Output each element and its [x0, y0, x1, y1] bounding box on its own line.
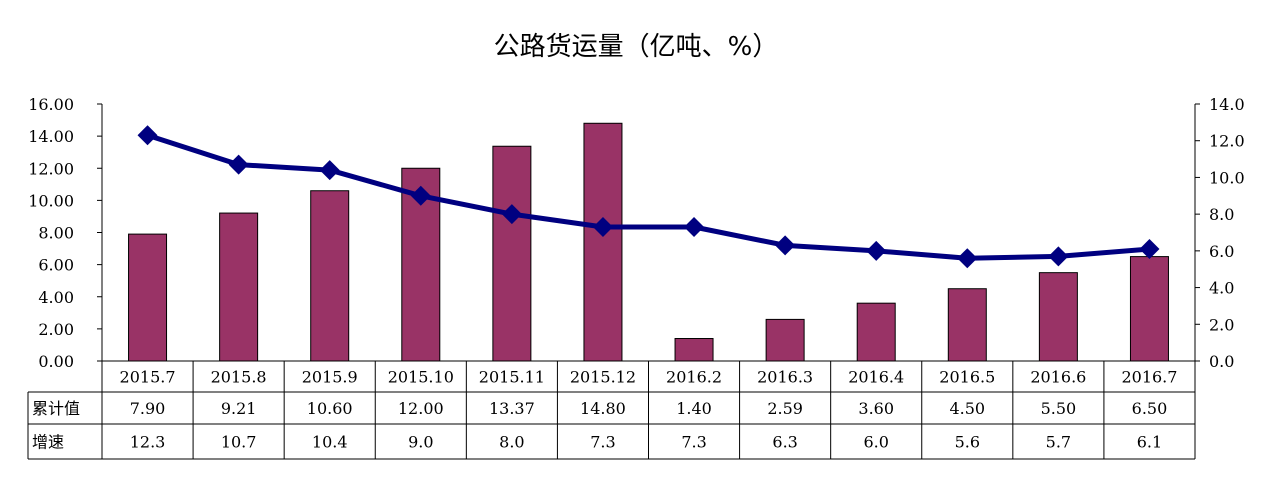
left-tick-label: 0.00 — [38, 352, 74, 371]
right-tick-label: 4.0 — [1209, 279, 1234, 298]
category-label: 2015.9 — [302, 368, 358, 387]
chart-title: 公路货运量（亿吨、%） — [493, 32, 779, 62]
right-tick-label: 6.0 — [1209, 242, 1234, 261]
right-tick-label: 8.0 — [1209, 205, 1234, 224]
data-label: 10.4 — [312, 433, 348, 452]
growth-marker-2015.7 — [137, 125, 158, 146]
right-tick-label: 10.0 — [1209, 168, 1245, 187]
category-label: 2015.7 — [120, 368, 176, 387]
category-label: 2016.6 — [1030, 368, 1086, 387]
right-tick-label: 14.0 — [1209, 95, 1245, 114]
growth-marker-2016.3 — [775, 235, 796, 256]
growth-marker-2015.10 — [410, 185, 431, 206]
bar-2016.5 — [947, 288, 987, 362]
data-label: 14.80 — [580, 399, 626, 418]
growth-marker-2015.12 — [592, 216, 613, 237]
left-tick-label: 8.00 — [38, 224, 74, 243]
bar-2015.7 — [128, 233, 168, 362]
data-label: 7.3 — [590, 433, 615, 452]
left-tick-label: 4.00 — [38, 288, 74, 307]
growth-marker-2015.11 — [501, 204, 522, 225]
right-tick-label: 2.0 — [1209, 315, 1234, 334]
data-label: 12.3 — [130, 433, 166, 452]
data-label: 2.59 — [767, 399, 803, 418]
left-tick-label: 14.00 — [28, 127, 74, 146]
data-label: 4.50 — [949, 399, 985, 418]
growth-marker-2015.8 — [228, 154, 249, 175]
bar-2015.9 — [310, 190, 350, 362]
category-label: 2015.8 — [211, 368, 267, 387]
left-tick-label: 12.00 — [28, 159, 74, 178]
bar-2015.8 — [219, 212, 259, 362]
data-label: 10.60 — [307, 399, 353, 418]
category-label: 2015.10 — [388, 368, 454, 387]
category-label: 2016.4 — [848, 368, 904, 387]
growth-marker-2016.6 — [1048, 246, 1069, 267]
right-tick-label: 0.0 — [1209, 352, 1234, 371]
bar-2016.2 — [674, 338, 714, 362]
growth-marker-2016.4 — [866, 240, 887, 261]
data-label: 10.7 — [221, 433, 257, 452]
data-label: 6.50 — [1132, 399, 1168, 418]
bar-2016.4 — [856, 302, 896, 362]
category-label: 2016.7 — [1121, 368, 1177, 387]
left-tick-label: 16.00 — [28, 95, 74, 114]
bar-2016.3 — [765, 318, 805, 362]
bar-2016.6 — [1038, 272, 1078, 362]
category-label: 2015.11 — [479, 368, 545, 387]
data-label: 5.7 — [1046, 433, 1071, 452]
growth-marker-2016.2 — [684, 216, 705, 237]
data-label: 6.1 — [1137, 433, 1162, 452]
left-tick-label: 2.00 — [38, 320, 74, 339]
bar-2015.12 — [583, 122, 623, 362]
bar-2015.11 — [492, 145, 532, 362]
data-label: 9.21 — [221, 399, 257, 418]
category-label: 2016.2 — [666, 368, 722, 387]
data-label: 3.60 — [858, 399, 894, 418]
data-label: 13.37 — [489, 399, 535, 418]
left-tick-label: 10.00 — [28, 191, 74, 210]
right-tick-label: 12.0 — [1209, 132, 1245, 151]
data-label: 6.3 — [772, 433, 797, 452]
legend-label-cumulative: 累计值 — [32, 399, 80, 418]
data-label: 8.0 — [499, 433, 524, 452]
data-label: 7.3 — [681, 433, 706, 452]
growth-marker-2016.7 — [1139, 239, 1160, 260]
data-label: 6.0 — [863, 433, 888, 452]
data-label: 9.0 — [408, 433, 433, 452]
left-tick-label: 6.00 — [38, 256, 74, 275]
growth-marker-2016.5 — [957, 248, 978, 269]
data-label: 7.90 — [130, 399, 166, 418]
category-label: 2015.12 — [570, 368, 636, 387]
category-label: 2016.3 — [757, 368, 813, 387]
bar-2016.7 — [1129, 256, 1169, 362]
data-label: 5.50 — [1041, 399, 1077, 418]
data-label: 1.40 — [676, 399, 712, 418]
data-label: 12.00 — [398, 399, 444, 418]
category-label: 2016.5 — [939, 368, 995, 387]
growth-line — [146, 132, 1150, 261]
growth-marker-2015.9 — [319, 160, 340, 181]
legend-label-growth: 增速 — [32, 433, 64, 452]
data-label: 5.6 — [955, 433, 980, 452]
